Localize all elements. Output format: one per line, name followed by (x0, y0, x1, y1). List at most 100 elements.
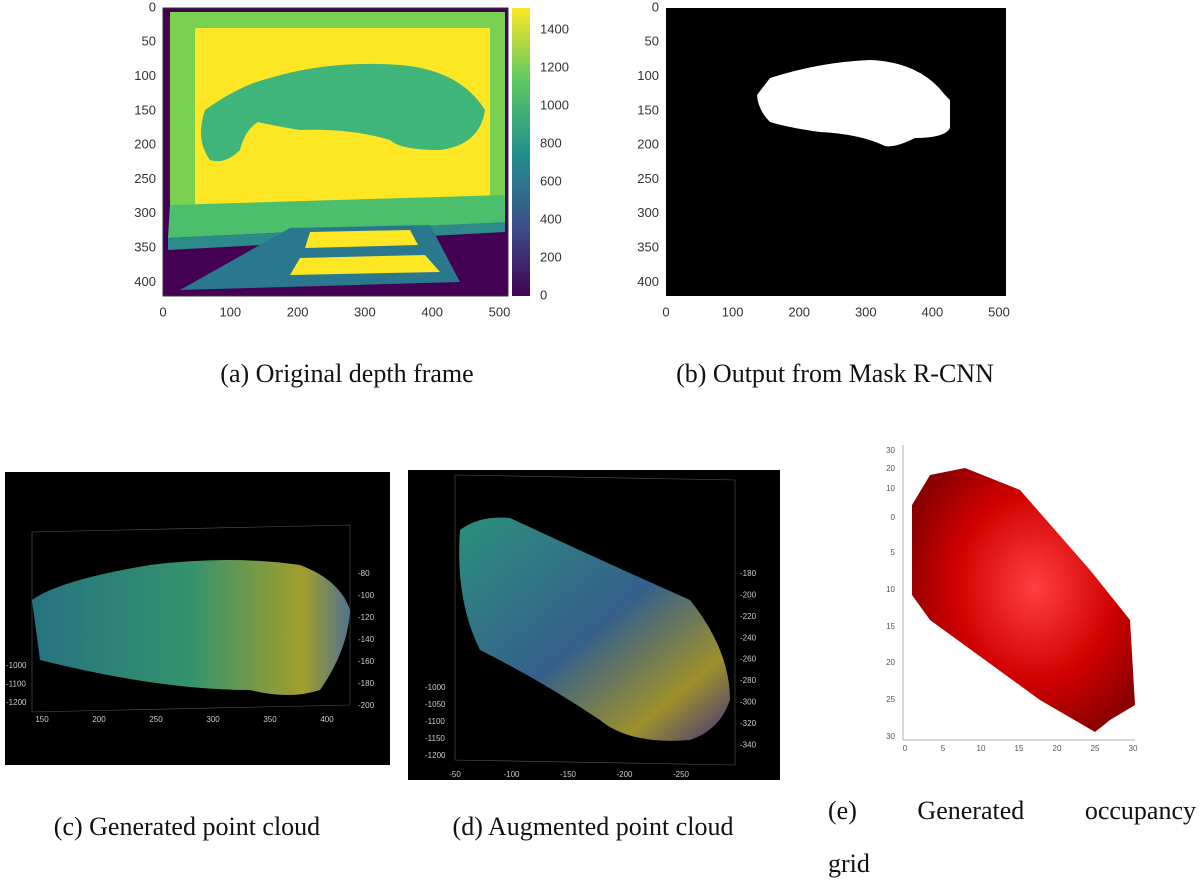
tick-label: 15 (886, 622, 895, 631)
tick-label: -250 (673, 770, 690, 779)
tick-label: 10 (886, 484, 895, 493)
tick-label: 0 (662, 304, 669, 319)
tick-label: -1100 (425, 717, 445, 726)
tick-label: -340 (740, 740, 757, 749)
tick-label: 20 (886, 658, 895, 667)
tick-label: 200 (788, 304, 810, 319)
tick-label: 1400 (540, 21, 569, 36)
tick-label: 200 (287, 304, 309, 319)
tick-label: 150 (134, 102, 156, 117)
tick-label: 400 (421, 304, 443, 319)
tick-label: 350 (263, 715, 277, 724)
tick-label: 100 (134, 68, 156, 83)
point-cloud-image (5, 472, 390, 765)
tick-label: -100 (358, 591, 375, 600)
tick-label: 200 (134, 137, 156, 152)
tick-label: -260 (740, 655, 757, 664)
tick-label: -1000 (6, 661, 27, 670)
tick-label: 0 (540, 287, 547, 302)
mask-image (666, 8, 1006, 296)
tick-label: 250 (149, 715, 163, 724)
caption: (c) Generated point cloud (54, 812, 320, 841)
tick-label: -160 (358, 657, 375, 666)
caption: (a) Original depth frame (220, 359, 473, 388)
tick-label: -200 (740, 591, 757, 600)
tick-label: 1200 (540, 59, 569, 74)
tick-label: -1000 (425, 683, 446, 692)
tick-label: 300 (637, 205, 659, 220)
tick-label: 300 (354, 304, 376, 319)
tick-label: 5 (941, 744, 946, 753)
tick-label: 0 (149, 0, 156, 14)
tick-label: -180 (740, 569, 757, 578)
tick-label: 400 (320, 715, 334, 724)
tick-label: 1000 (540, 97, 569, 112)
tick-label: 100 (219, 304, 241, 319)
tick-label: 100 (637, 68, 659, 83)
tick-label: -1050 (425, 700, 446, 709)
tick-label: 20 (1053, 744, 1062, 753)
tick-label: -150 (560, 770, 577, 779)
tick-label: -300 (740, 698, 757, 707)
tick-label: -200 (358, 701, 375, 710)
tick-label: 400 (540, 211, 562, 226)
tick-label: -180 (358, 679, 375, 688)
tick-label: 10 (886, 585, 895, 594)
tick-label: 250 (134, 171, 156, 186)
tick-label: 15 (1015, 744, 1024, 753)
tick-label: -320 (740, 719, 757, 728)
tick-label: -280 (740, 676, 757, 685)
tick-label: -80 (358, 569, 370, 578)
tick-label: 0 (903, 744, 908, 753)
tick-label: 200 (637, 137, 659, 152)
tick-label: -1150 (425, 734, 445, 743)
tick-label: 0 (891, 513, 896, 522)
tick-label: 25 (1091, 744, 1100, 753)
tick-label: 50 (142, 34, 156, 49)
tick-label: -200 (616, 770, 633, 779)
tick-label: 150 (637, 102, 659, 117)
tick-label: 500 (988, 304, 1010, 319)
caption: (d) Augmented point cloud (453, 812, 734, 841)
tick-label: 300 (206, 715, 220, 724)
tick-label: -100 (503, 770, 520, 779)
tick-label: 200 (92, 715, 106, 724)
tick-label: 300 (134, 205, 156, 220)
tick-label: 5 (891, 548, 896, 557)
tick-label: 300 (855, 304, 877, 319)
tick-label: 50 (645, 34, 659, 49)
tick-label: 150 (35, 715, 49, 724)
tick-label: -140 (358, 635, 375, 644)
tick-label: 25 (886, 695, 895, 704)
tick-label: -120 (358, 613, 375, 622)
augmented-cloud-image (408, 470, 780, 780)
tick-label: 30 (886, 446, 895, 455)
tick-label: 800 (540, 135, 562, 150)
tick-label: 0 (652, 0, 659, 14)
tick-label: 30 (886, 732, 895, 741)
tick-label: 350 (637, 240, 659, 255)
tick-label: -1200 (6, 698, 27, 707)
tick-label: -1200 (425, 751, 446, 760)
tick-label: 500 (489, 304, 511, 319)
tick-label: 30 (1129, 744, 1138, 753)
tick-label: -1100 (6, 680, 26, 689)
tick-label: 10 (977, 744, 986, 753)
caption: (b) Output from Mask R-CNN (676, 359, 994, 388)
tick-label: 400 (134, 274, 156, 289)
tick-label: -240 (740, 633, 757, 642)
tick-label: 400 (637, 274, 659, 289)
occupancy-grid-image (902, 445, 1135, 741)
tick-label: 20 (886, 464, 895, 473)
tick-label: -220 (740, 612, 757, 621)
tick-label: -50 (449, 770, 461, 779)
depth-image (162, 7, 530, 297)
tick-label: 350 (134, 240, 156, 255)
tick-label: 100 (722, 304, 744, 319)
tick-label: 200 (540, 249, 562, 264)
tick-label: 0 (159, 304, 166, 319)
tick-label: 400 (922, 304, 944, 319)
tick-label: 600 (540, 173, 562, 188)
tick-label: 250 (637, 171, 659, 186)
